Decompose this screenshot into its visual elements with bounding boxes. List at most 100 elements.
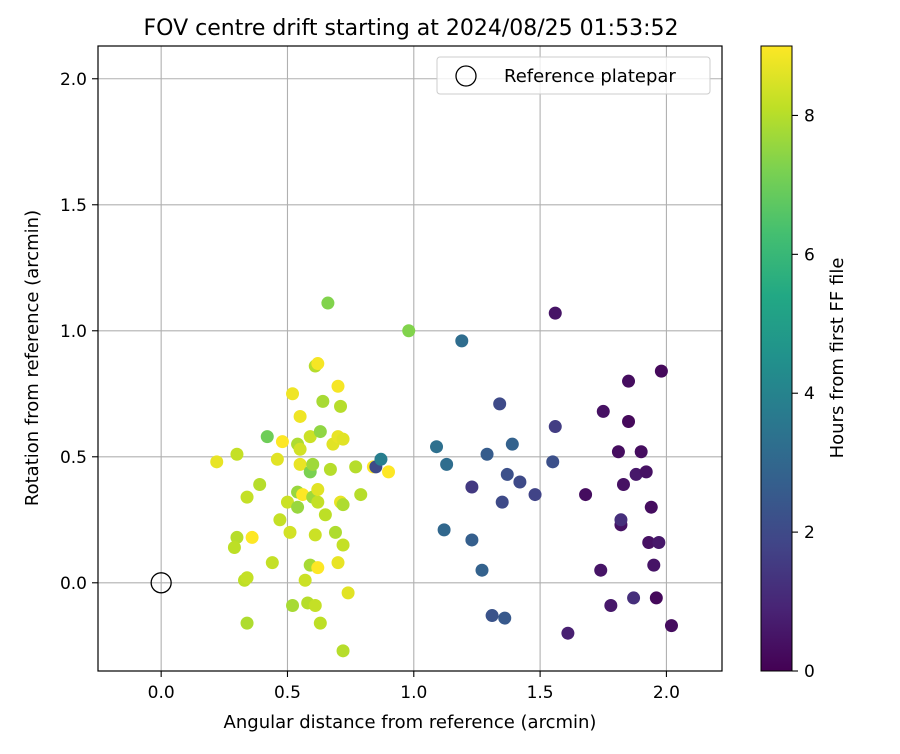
data-point — [647, 558, 661, 572]
data-point — [336, 432, 350, 446]
data-point — [485, 609, 499, 623]
data-point — [644, 500, 658, 514]
data-point — [627, 591, 641, 605]
legend-entry-reference-platepar: Reference platepar — [504, 66, 676, 87]
data-point — [291, 500, 305, 514]
data-point — [498, 611, 512, 625]
data-point — [437, 523, 451, 537]
data-point — [336, 498, 350, 512]
legend-marker — [455, 65, 477, 87]
data-point — [286, 598, 300, 612]
x-tick-label: 0.5 — [274, 683, 301, 703]
data-point — [230, 530, 244, 544]
colorbar-tick-label: 2 — [804, 523, 815, 543]
chart-title: FOV centre drift starting at 2024/08/25 … — [144, 16, 679, 41]
data-point — [293, 409, 307, 423]
data-point — [579, 488, 593, 502]
data-point — [311, 495, 325, 509]
data-point — [328, 525, 342, 539]
data-point — [475, 563, 489, 577]
data-point — [500, 467, 514, 481]
data-point — [313, 425, 327, 439]
data-point — [323, 462, 337, 476]
y-tick-label: 2.0 — [60, 70, 87, 90]
data-point — [308, 598, 322, 612]
data-point — [240, 571, 254, 585]
y-tick-label: 0.0 — [60, 574, 87, 594]
colorbar — [760, 45, 793, 672]
data-point — [311, 483, 325, 497]
reference-marker — [150, 572, 172, 594]
data-point — [652, 535, 666, 549]
data-point — [455, 334, 469, 348]
data-point — [614, 513, 628, 527]
data-point — [495, 495, 509, 509]
data-point — [616, 478, 630, 492]
data-point — [286, 387, 300, 401]
data-point — [430, 440, 444, 454]
data-point — [275, 435, 289, 449]
data-point — [334, 399, 348, 413]
data-point — [313, 616, 327, 630]
data-point — [273, 513, 287, 527]
data-point — [283, 525, 297, 539]
data-point — [639, 465, 653, 479]
data-points — [210, 296, 678, 658]
data-point — [465, 533, 479, 547]
data-point — [382, 465, 396, 479]
data-point — [354, 488, 368, 502]
data-point — [331, 556, 345, 570]
colorbar-label: Hours from first FF file — [827, 258, 848, 459]
data-point — [230, 447, 244, 461]
data-point — [227, 541, 241, 555]
data-point — [280, 495, 294, 509]
y-axis-ticks: 0.0 0.5 1.0 1.5 2.0 — [60, 70, 98, 594]
data-point — [654, 364, 668, 378]
x-tick-label: 0.0 — [148, 683, 175, 703]
data-point — [245, 530, 259, 544]
data-point — [629, 467, 643, 481]
data-point — [561, 626, 575, 640]
data-point — [296, 488, 310, 502]
x-axis-ticks: 0.0 0.5 1.0 1.5 2.0 — [148, 671, 680, 703]
data-point — [253, 478, 267, 492]
data-point — [604, 598, 618, 612]
data-point — [306, 457, 320, 471]
data-point — [318, 508, 332, 522]
data-point — [548, 420, 562, 434]
data-point — [293, 442, 307, 456]
colorbar-ticks: 0 2 4 6 8 — [792, 106, 815, 682]
data-point — [440, 457, 454, 471]
y-tick-label: 0.5 — [60, 448, 87, 468]
data-point — [528, 488, 542, 502]
data-point — [316, 394, 330, 408]
y-tick-label: 1.5 — [60, 196, 87, 216]
data-point — [594, 563, 608, 577]
data-point — [505, 437, 519, 451]
legend: Reference platepar — [436, 56, 711, 95]
data-point — [240, 490, 254, 504]
x-tick-label: 2.0 — [653, 683, 680, 703]
data-point — [293, 457, 307, 471]
data-point — [303, 430, 317, 444]
plot-area — [97, 45, 723, 672]
data-point — [622, 374, 636, 388]
data-point — [349, 460, 363, 474]
colorbar-tick-label: 0 — [804, 662, 815, 682]
colorbar-tick-label: 8 — [804, 106, 815, 126]
data-point — [240, 616, 254, 630]
data-point — [260, 430, 274, 444]
colorbar-tick-label: 4 — [804, 384, 815, 404]
data-point — [270, 452, 284, 466]
grid — [98, 46, 722, 671]
x-tick-label: 1.5 — [527, 683, 554, 703]
data-point — [311, 561, 325, 575]
x-tick-label: 1.0 — [400, 683, 427, 703]
data-point — [341, 586, 355, 600]
data-point — [374, 452, 388, 466]
data-point — [336, 644, 350, 658]
data-point — [265, 556, 279, 570]
y-tick-label: 1.0 — [60, 322, 87, 342]
